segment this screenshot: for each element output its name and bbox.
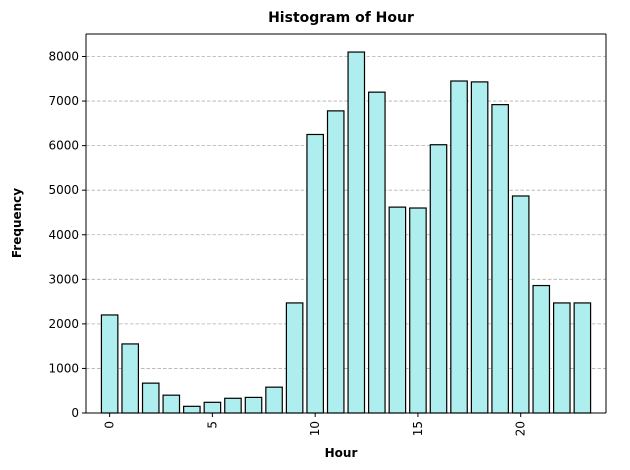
bar-hour-3 [162,394,181,414]
bars-layer [100,51,592,414]
x-tick-label-0: 0 [103,421,117,429]
y-tick-label-6: 6000 [48,139,79,153]
bar-hour-12 [347,51,366,414]
bar-hour-13 [368,91,386,414]
y-tick-label-2: 2000 [48,317,79,331]
bar-hour-5 [203,401,222,414]
bar-hour-10 [306,133,324,414]
bar-hour-1 [121,343,140,414]
y-tick-label-8: 8000 [48,50,79,64]
x-tick-label-2: 10 [308,421,322,436]
y-axis-label: Frequency [10,188,24,258]
bar-hour-16 [429,144,448,414]
bar-hour-6 [224,397,242,414]
chart-title: Histogram of Hour [268,10,414,26]
bar-hour-18 [470,81,489,414]
y-tick-label-3: 3000 [48,272,79,286]
bar-hour-20 [511,195,530,414]
x-axis-label: Hour [325,446,358,460]
y-tick-label-4: 4000 [48,228,79,242]
ticks-layer: 0 1000 2000 3000 4000 5000 6000 7000 8000 0 5 10 15 2… [48,50,527,437]
bar-hour-21 [532,284,551,414]
axes-layer [85,33,607,414]
y-tick-label-0: 0 [71,406,79,420]
y-tick-label-5: 5000 [48,183,79,197]
bar-hour-15 [409,207,427,414]
bar-hour-22 [552,302,571,414]
bar-hour-8 [265,386,283,414]
y-tick-label-7: 7000 [48,94,79,108]
bar-hour-9 [285,302,304,414]
bar-hour-2 [141,382,160,414]
bar-hour-23 [573,302,592,414]
bar-hour-0 [100,314,119,414]
y-tick-label-1: 1000 [48,361,79,375]
x-tick-label-1: 5 [205,421,219,429]
bar-hour-4 [183,405,201,414]
bar-hour-14 [388,206,407,414]
x-tick-label-4: 20 [514,421,528,436]
bar-hour-11 [326,110,345,414]
bar-hour-17 [450,80,468,414]
x-tick-label-3: 15 [411,421,425,436]
bar-hour-7 [244,396,263,414]
bar-hour-19 [491,104,509,414]
